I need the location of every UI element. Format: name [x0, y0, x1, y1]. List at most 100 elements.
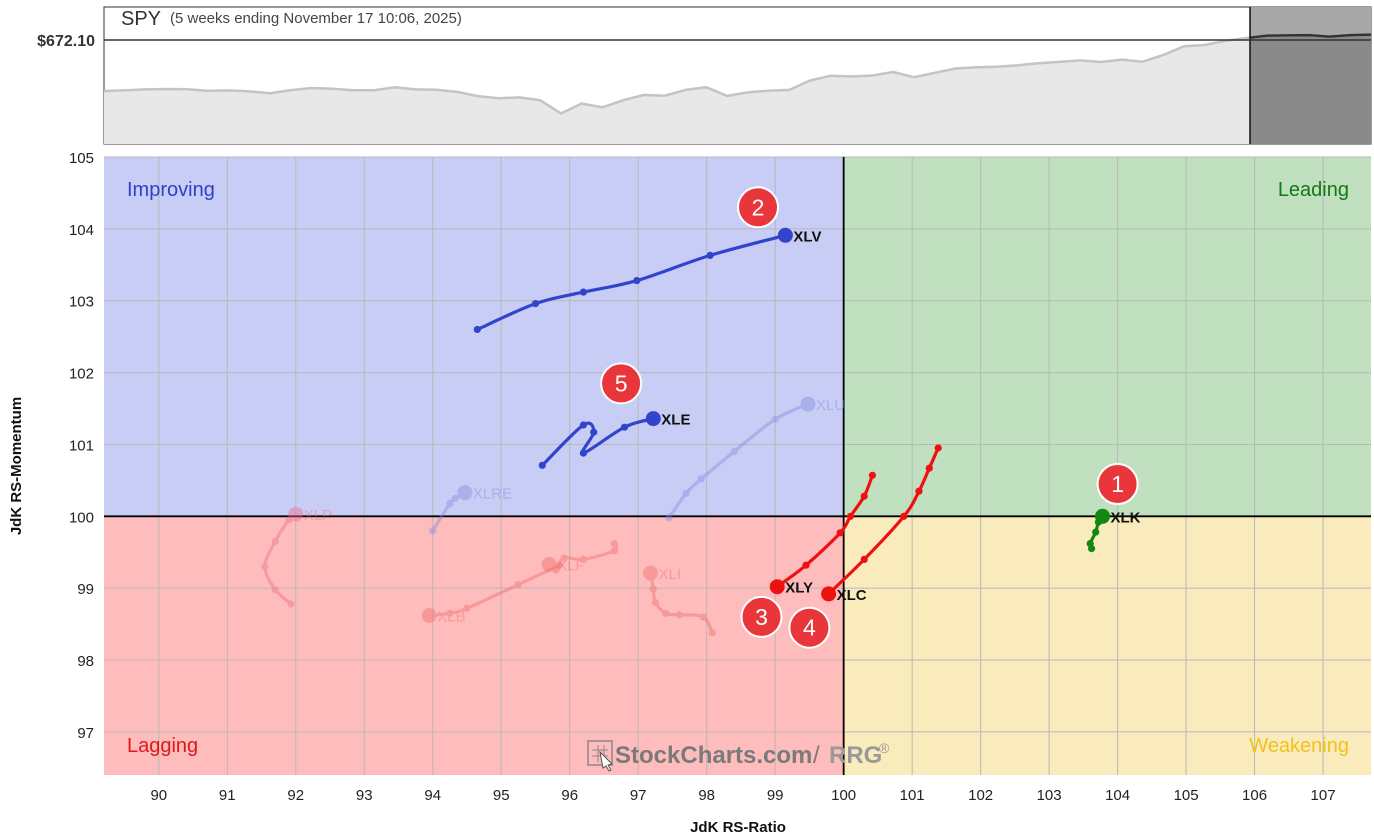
quadrant-label-leading: Leading: [1278, 179, 1349, 201]
watermark-brand: StockCharts.com: [615, 742, 812, 769]
tail-label-xlb: XLB: [437, 609, 465, 626]
tail-point: [915, 487, 923, 495]
marker-circle: [740, 595, 783, 638]
quadrant-label-lagging: Lagging: [127, 735, 198, 757]
spy-price-panel: SPY (5 weeks ending November 17 10:06, 2…: [37, 6, 1372, 145]
tail-point: [514, 581, 522, 589]
tail-point: [473, 325, 481, 334]
rrg-quadrants: [104, 157, 1371, 775]
number-marker-3: 3: [740, 595, 783, 638]
tail-label-xly: XLY: [785, 580, 813, 597]
tail-point: [699, 613, 707, 621]
tail-head-xlb[interactable]: [421, 608, 437, 623]
x-tick-label: 100: [831, 787, 856, 804]
tail-head-xly[interactable]: [769, 579, 785, 595]
tail-head-xlu[interactable]: [800, 396, 816, 412]
tail-xlc: XLC: [821, 444, 942, 604]
tail-line-xlre: [431, 491, 467, 533]
y-tick-label: 97: [77, 725, 94, 742]
tail-point: [675, 611, 683, 619]
tail-line-xli: [648, 571, 714, 635]
x-axis-title: JdK RS-Ratio: [690, 819, 786, 836]
tail-point: [451, 494, 459, 502]
tail-head-xlre[interactable]: [457, 485, 473, 501]
rrg-number-markers: 1 2 3 4 5: [600, 186, 1139, 649]
tail-point: [610, 540, 618, 548]
x-tick-label: 95: [493, 787, 510, 804]
number-marker-4: 4: [788, 606, 831, 649]
x-tick-label: 98: [698, 787, 715, 804]
spy-area-layer: [103, 33, 1372, 144]
marker-number: 2: [752, 194, 765, 220]
tail-xlre: XLRE: [429, 485, 512, 535]
watermark-product: RRG: [829, 742, 882, 769]
tail-head-xli[interactable]: [643, 565, 658, 581]
tail-point: [261, 563, 269, 571]
tail-label-xlu: XLU: [816, 397, 845, 414]
tail-point: [579, 449, 588, 457]
tail-point: [271, 537, 279, 546]
tail-xlb: XLB: [421, 561, 564, 626]
y-tick-label: 103: [69, 294, 94, 311]
tail-head-xlc[interactable]: [821, 586, 837, 602]
y-tick-label: 101: [69, 437, 94, 454]
quadrant-leading: [843, 157, 1371, 517]
tail-point: [610, 547, 618, 555]
tail-line-xlb: [427, 563, 561, 618]
tail-point: [429, 527, 437, 535]
tail-point: [579, 288, 588, 296]
tail-point: [934, 444, 942, 452]
tail-point: [271, 586, 279, 594]
watermark-registered: ®: [879, 740, 890, 756]
tail-head-xlv[interactable]: [777, 227, 793, 243]
y-tick-label: 105: [69, 150, 94, 167]
tail-head-xle[interactable]: [645, 411, 661, 427]
marker-number: 4: [803, 615, 816, 641]
tail-point: [579, 555, 588, 564]
rrg-gridlines: [104, 156, 1371, 775]
x-tick-label: 90: [150, 787, 167, 804]
quadrant-improving: [104, 157, 844, 517]
number-marker-1: 1: [1096, 463, 1139, 505]
tail-point: [802, 561, 810, 569]
tail-point: [446, 609, 454, 617]
tail-point: [665, 514, 673, 522]
tail-point: [868, 471, 877, 479]
marker-number: 5: [615, 370, 628, 396]
tail-point: [555, 561, 564, 569]
x-tick-label: 93: [356, 787, 373, 804]
number-marker-5: 5: [600, 362, 643, 405]
x-tick-label: 104: [1105, 787, 1130, 804]
stockcharts-logo-icon: [587, 740, 613, 772]
tail-head-xlp[interactable]: [288, 506, 304, 522]
tail-head-xlk[interactable]: [1095, 508, 1110, 524]
tail-label-xle: XLE: [661, 412, 690, 429]
x-tick-label: 101: [900, 787, 925, 804]
marker-circle: [600, 362, 643, 405]
tail-line-xlp: [263, 512, 298, 606]
tail-xlv: XLV: [473, 227, 821, 334]
x-tick-label: 105: [1174, 787, 1199, 804]
x-tick-label: 97: [630, 787, 647, 804]
tail-point: [697, 475, 705, 483]
x-tick-label: 103: [1037, 787, 1062, 804]
spy-price-label: $672.10: [37, 33, 95, 50]
tail-point: [463, 604, 471, 612]
spy-price-line: [103, 33, 1372, 115]
x-tick-label: 94: [424, 787, 441, 804]
number-marker-2: 2: [737, 186, 779, 229]
quadrant-lagging: [104, 516, 844, 775]
tail-point: [649, 585, 657, 593]
y-tick-label: 104: [69, 222, 94, 239]
tail-point: [651, 598, 659, 607]
marker-number: 1: [1111, 471, 1124, 497]
rrg-tails: XLK XLV XLE XLY XLC XLU XLRE XLP XLF XLB XLI: [261, 227, 1141, 637]
tail-point: [846, 512, 855, 520]
tail-label-xlp: XLP: [304, 507, 332, 524]
tail-head-xlf[interactable]: [541, 556, 557, 572]
tail-point: [662, 609, 670, 617]
tail-label-xlc: XLC: [837, 587, 867, 604]
tail-point: [285, 516, 293, 524]
marker-circle: [1096, 463, 1139, 505]
